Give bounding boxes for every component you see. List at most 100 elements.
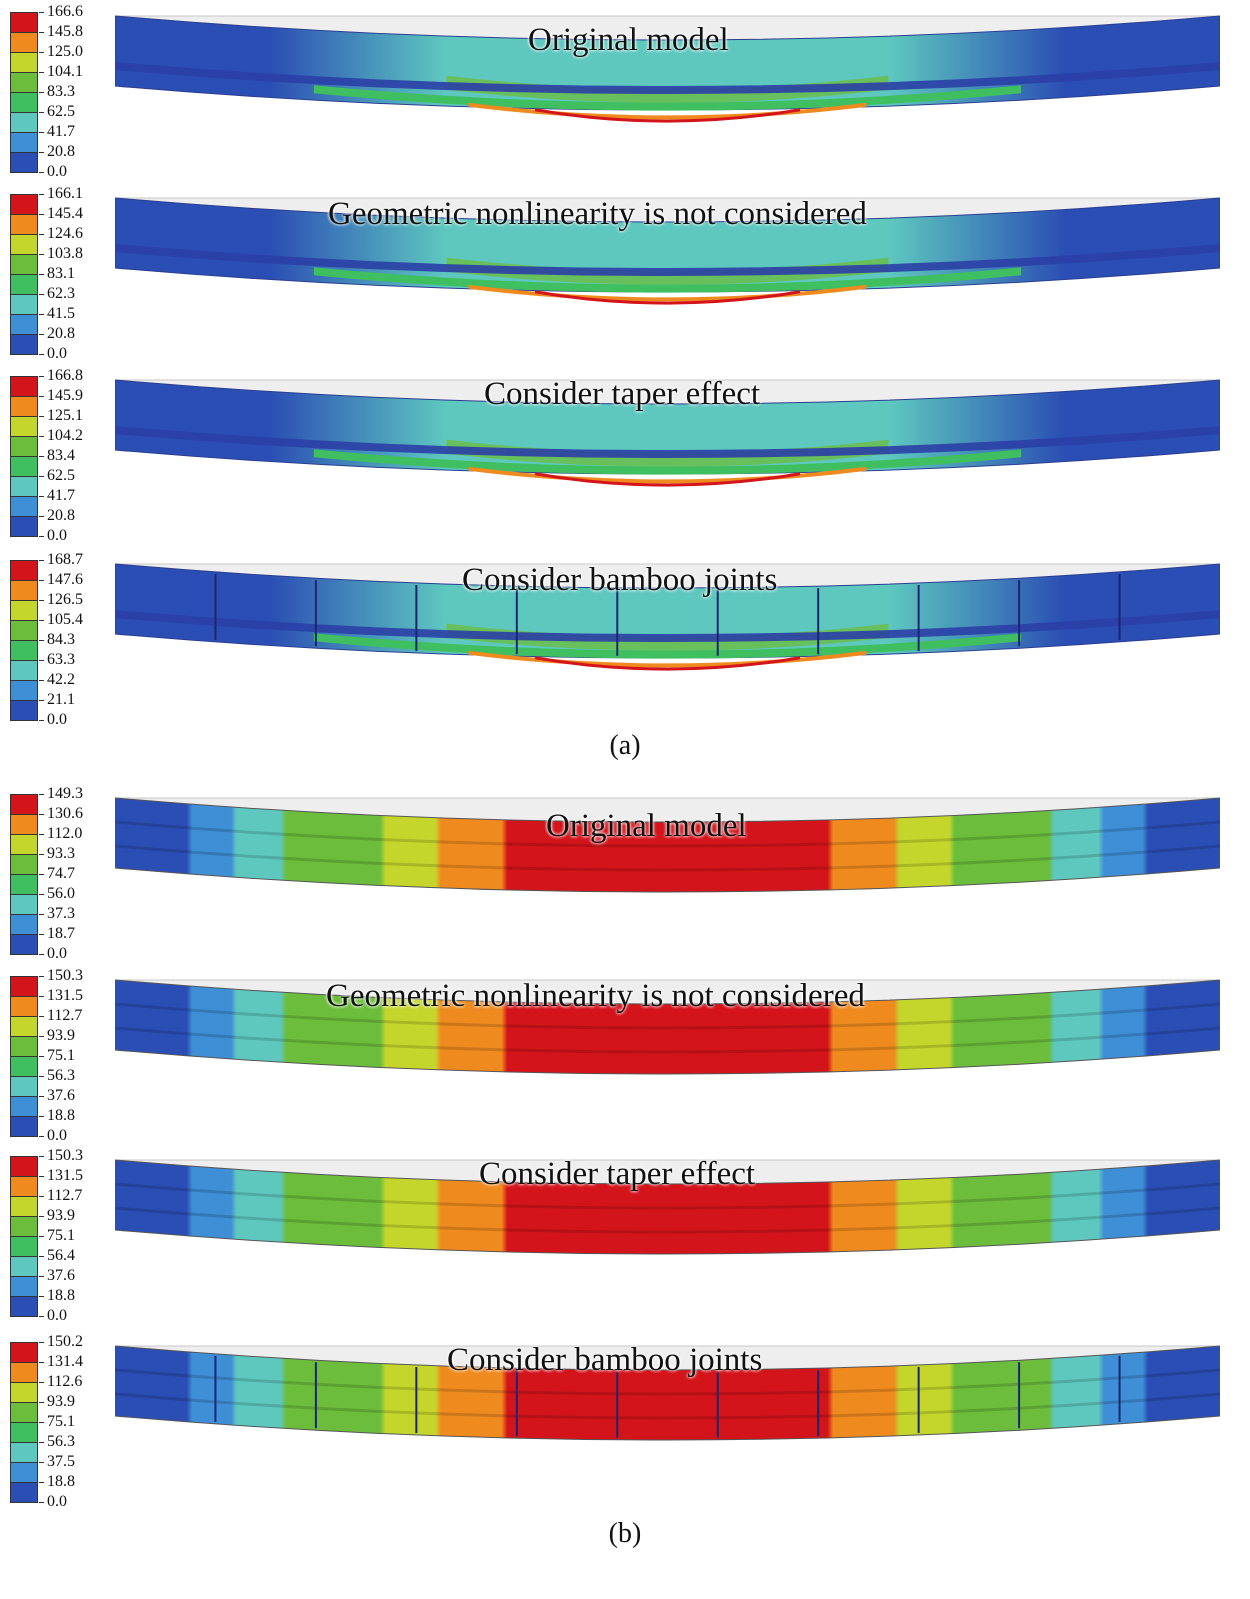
legend-tick [39, 560, 44, 561]
legend-label: 20.8 [47, 143, 75, 160]
legend-swatch [10, 580, 38, 601]
legend-swatch [10, 600, 38, 621]
legend-label: 124.6 [47, 225, 83, 242]
caption-b: (b) [608, 1518, 642, 1549]
legend-swatch [10, 1342, 38, 1363]
legend-label: 168.7 [47, 551, 83, 568]
legend-tick [39, 314, 44, 315]
legend-label: 21.1 [47, 691, 75, 708]
legend-tick [39, 1422, 44, 1423]
bottom-fibre-peak [534, 290, 801, 305]
legend-tick [39, 72, 44, 73]
legend-tick [39, 396, 44, 397]
legend-label: 112.7 [47, 1187, 83, 1204]
legend-swatch [10, 874, 38, 895]
legend-swatch [10, 436, 38, 457]
tube-line [115, 820, 1220, 848]
legend-label: 0.0 [47, 1493, 67, 1510]
legend-swatch [10, 1276, 38, 1297]
legend-label: 0.0 [47, 1127, 67, 1144]
legend-label: 150.3 [47, 1147, 83, 1164]
legend-swatch [10, 92, 38, 113]
panel-b-1: 149.3 130.6 112.0 93.3 74.7 56.0 37.3 18.7 0.0 O… [0, 786, 1250, 962]
legend-swatch [10, 314, 38, 335]
legend-label: 83.1 [47, 265, 75, 282]
legend-swatch [10, 1016, 38, 1037]
legend-tick [39, 476, 44, 477]
legend-tick [39, 1362, 44, 1363]
tube-line [115, 844, 1220, 872]
legend-label: 56.0 [47, 885, 75, 902]
tube-line [115, 1002, 1220, 1030]
legend-tick [39, 1176, 44, 1177]
legend-tick [39, 12, 44, 13]
legend-label: 150.2 [47, 1333, 83, 1350]
legend-swatch [10, 1216, 38, 1237]
panel-title: Consider taper effect [484, 376, 761, 412]
legend-label: 112.6 [47, 1373, 83, 1390]
legend-tick [39, 720, 44, 721]
legend-label: 0.0 [47, 1307, 67, 1324]
legend-label: 104.2 [47, 427, 83, 444]
legend-tick [39, 976, 44, 977]
legend-label: 131.5 [47, 1167, 83, 1184]
legend-tick [39, 1382, 44, 1383]
legend-label: 147.6 [47, 571, 83, 588]
legend-tick [39, 1276, 44, 1277]
legend-label: 63.3 [47, 651, 75, 668]
beam-contour [115, 797, 1220, 893]
bottom-fibre-peak [534, 472, 801, 487]
legend-label: 83.4 [47, 447, 75, 464]
legend-tick [39, 214, 44, 215]
legend-label: 62.3 [47, 285, 75, 302]
tube-line [115, 1182, 1220, 1210]
legend-label: 18.8 [47, 1287, 75, 1304]
legend-tick [39, 354, 44, 355]
legend-label: 0.0 [47, 711, 67, 728]
legend-swatch [10, 1442, 38, 1463]
legend-swatch [10, 1176, 38, 1197]
panel-title: Original model [546, 808, 747, 844]
panel-a-4: 168.7 147.6 126.5 105.4 84.3 63.3 42.2 21.1 0.0 … [0, 552, 1250, 728]
legend-tick [39, 456, 44, 457]
beam-body [115, 979, 1220, 1075]
legend-tick [39, 52, 44, 53]
legend: 168.7 147.6 126.5 105.4 84.3 63.3 42.2 21.1 0.0 [10, 552, 105, 728]
panel-a-3: 166.8 145.9 125.1 104.2 83.4 62.5 41.7 20.8 0.0 … [0, 368, 1250, 544]
legend-tick [39, 874, 44, 875]
legend: 150.3 131.5 112.7 93.9 75.1 56.4 37.6 18.8 0.0 [10, 1148, 105, 1324]
panel-a-1: 166.6 145.8 125.0 104.1 83.3 62.5 41.7 20.8 0.0 … [0, 4, 1250, 180]
legend-swatch [10, 1096, 38, 1117]
legend-swatch [10, 1482, 38, 1503]
legend-label: 74.7 [47, 865, 75, 882]
legend-swatch [10, 794, 38, 815]
legend-swatch [10, 854, 38, 875]
legend-swatch [10, 1362, 38, 1383]
legend-swatch [10, 660, 38, 681]
legend-label: 0.0 [47, 163, 67, 180]
legend-swatch [10, 132, 38, 153]
legend-label: 56.3 [47, 1433, 75, 1450]
legend: 149.3 130.6 112.0 93.3 74.7 56.0 37.3 18.7 0.0 [10, 786, 105, 962]
legend-tick [39, 152, 44, 153]
legend-tick [39, 234, 44, 235]
legend-tick [39, 1482, 44, 1483]
beam-contour [115, 1345, 1220, 1441]
legend-swatch [10, 274, 38, 295]
legend-tick [39, 1216, 44, 1217]
legend: 166.1 145.4 124.6 103.8 83.1 62.3 41.5 20.8 0.0 [10, 186, 105, 362]
tube-gap [115, 244, 1220, 276]
legend-swatch [10, 12, 38, 33]
legend-swatch [10, 934, 38, 955]
legend-swatch [10, 1076, 38, 1097]
legend-swatch [10, 680, 38, 701]
bottom-fibre [313, 633, 1022, 659]
legend-label: 75.1 [47, 1227, 75, 1244]
legend-label: 103.8 [47, 245, 83, 262]
panel-b-3: 150.3 131.5 112.7 93.9 75.1 56.4 37.6 18.8 0.0 C… [0, 1148, 1250, 1324]
legend-tick [39, 516, 44, 517]
legend-swatch [10, 1382, 38, 1403]
legend-label: 18.7 [47, 925, 75, 942]
legend-swatch [10, 1116, 38, 1137]
legend-label: 41.7 [47, 487, 75, 504]
